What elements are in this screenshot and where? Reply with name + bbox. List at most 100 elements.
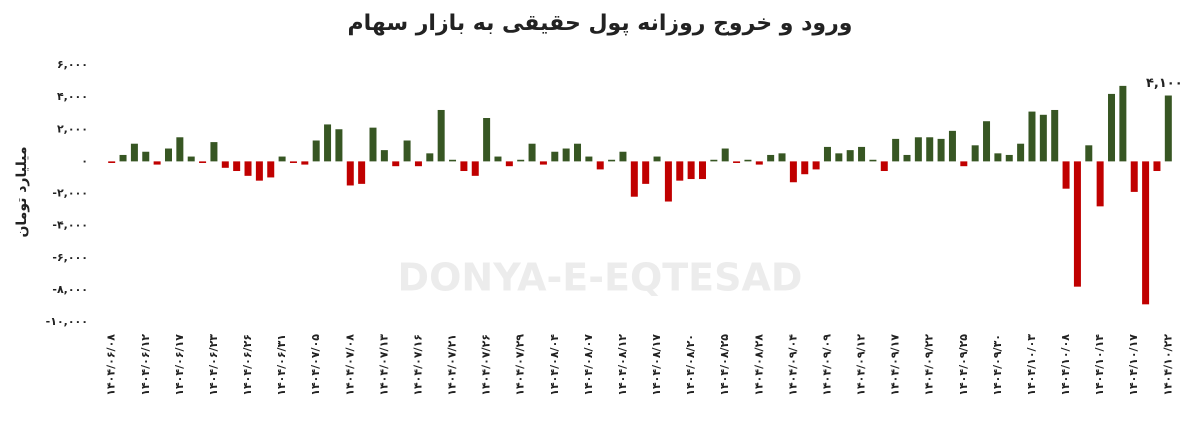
x-tick-label: ۱۴۰۴/۰۸/۱۲ — [616, 334, 629, 396]
bar — [392, 161, 400, 167]
y-tick-label: -۸,۰۰۰ — [52, 283, 88, 296]
bar — [812, 161, 820, 170]
bar — [153, 161, 161, 165]
y-tick-label: -۱۰,۰۰۰ — [46, 315, 88, 328]
bar — [835, 153, 843, 162]
x-tick-label: ۱۴۰۴/۰۹/۱۲ — [855, 334, 868, 396]
bar — [119, 154, 127, 162]
bar — [176, 137, 184, 162]
bar — [324, 124, 332, 162]
bar — [710, 159, 718, 162]
bar — [426, 153, 434, 162]
bar — [278, 156, 286, 162]
bar — [687, 161, 695, 180]
bar — [858, 146, 866, 162]
x-tick-label: ۱۴۰۴/۰۶/۱۷ — [173, 334, 186, 396]
bar — [937, 138, 945, 162]
bar — [312, 140, 320, 162]
bar — [1096, 161, 1104, 207]
bar — [1164, 95, 1172, 162]
bar — [1017, 143, 1025, 162]
bar — [1085, 145, 1093, 162]
bar — [301, 161, 309, 165]
y-tick-label: ۰ — [81, 154, 88, 167]
bar — [449, 159, 457, 162]
bar — [1051, 109, 1059, 162]
bar — [994, 153, 1002, 162]
bar — [346, 161, 354, 186]
x-tick-label: ۱۴۰۴/۰۹/۱۷ — [889, 334, 902, 396]
x-tick-label: ۱۴۰۴/۰۹/۲۲ — [923, 334, 936, 396]
bar — [1142, 161, 1150, 305]
x-tick-label: ۱۴۰۴/۰۷/۱۳ — [377, 334, 390, 396]
y-axis-label: میلیارد تومان — [14, 146, 30, 237]
x-tick-label: ۱۴۰۴/۰۶/۱۲ — [139, 334, 152, 396]
bar — [528, 143, 536, 162]
bar — [358, 161, 366, 184]
bar — [255, 161, 263, 181]
bar — [960, 161, 968, 167]
y-tick-label: ۴,۰۰۰ — [57, 90, 88, 103]
x-tick-label: ۱۴۰۴/۰۷/۲۶ — [480, 334, 493, 396]
bar — [1062, 161, 1070, 189]
bar — [199, 161, 207, 163]
bar — [869, 159, 877, 162]
y-tick-label: -۴,۰۰۰ — [52, 219, 88, 232]
x-tick-label: ۱۴۰۴/۰۶/۲۶ — [241, 334, 254, 396]
bar — [414, 161, 422, 167]
bar — [210, 142, 218, 162]
bar — [142, 151, 150, 162]
bar — [1028, 111, 1036, 162]
x-tick-label: ۱۴۰۴/۰۷/۰۵ — [309, 334, 322, 396]
bar — [494, 156, 502, 162]
bar — [505, 161, 513, 167]
bar — [948, 130, 956, 162]
y-tick-label: ۲,۰۰۰ — [57, 122, 88, 135]
x-tick-label: ۱۴۰۴/۰۸/۲۸ — [752, 334, 765, 396]
bar — [619, 151, 627, 162]
x-tick-label: ۱۴۰۴/۰۹/۲۵ — [957, 334, 970, 396]
bar — [778, 153, 786, 162]
y-tick-label: ۶,۰۰۰ — [57, 58, 88, 71]
x-tick-label: ۱۴۰۴/۱۰/۰۸ — [1059, 334, 1072, 396]
x-tick-label: ۱۴۰۴/۰۷/۲۹ — [514, 334, 527, 396]
bar — [926, 137, 934, 162]
bar — [574, 143, 582, 162]
bar — [187, 156, 195, 162]
bar — [642, 161, 650, 184]
bar — [1108, 93, 1116, 162]
bar — [664, 161, 672, 202]
bar — [403, 140, 411, 162]
x-tick-label: ۱۴۰۴/۰۶/۳۱ — [275, 334, 288, 396]
bar — [914, 137, 922, 162]
bar — [244, 161, 252, 176]
x-tick-label: ۱۴۰۴/۰۷/۱۶ — [411, 334, 424, 396]
x-tick-label: ۱۴۰۴/۰۸/۲۰ — [684, 334, 697, 396]
bar — [1005, 154, 1013, 162]
bar — [539, 161, 547, 165]
x-tick-label: ۱۴۰۴/۰۶/۰۸ — [105, 334, 118, 396]
x-tick-label: ۱۴۰۴/۱۰/۱۷ — [1127, 334, 1140, 396]
bar — [676, 161, 684, 181]
bar — [903, 154, 911, 162]
bar — [1119, 85, 1127, 162]
bar — [892, 138, 900, 162]
bar — [289, 161, 297, 163]
x-tick-label: ۱۴۰۴/۱۰/۰۳ — [1025, 334, 1038, 396]
data-label: ۴,۱۰۰ — [1146, 76, 1183, 91]
bar — [221, 161, 229, 168]
x-tick-label: ۱۴۰۴/۰۸/۲۵ — [718, 334, 731, 396]
bar — [483, 118, 491, 162]
x-tick-label: ۱۴۰۴/۰۷/۲۱ — [446, 334, 459, 396]
bar — [562, 148, 570, 162]
bar — [630, 161, 638, 197]
x-tick-label: ۱۴۰۴/۰۸/۱۷ — [650, 334, 663, 396]
bar — [380, 150, 388, 162]
bar — [608, 159, 616, 162]
x-tick-label: ۱۴۰۴/۱۰/۱۴ — [1093, 334, 1106, 396]
x-tick-label: ۱۴۰۴/۰۹/۳۰ — [991, 334, 1004, 396]
bar — [744, 159, 752, 162]
bar — [983, 121, 991, 162]
bar — [801, 161, 809, 175]
bar — [721, 148, 729, 162]
